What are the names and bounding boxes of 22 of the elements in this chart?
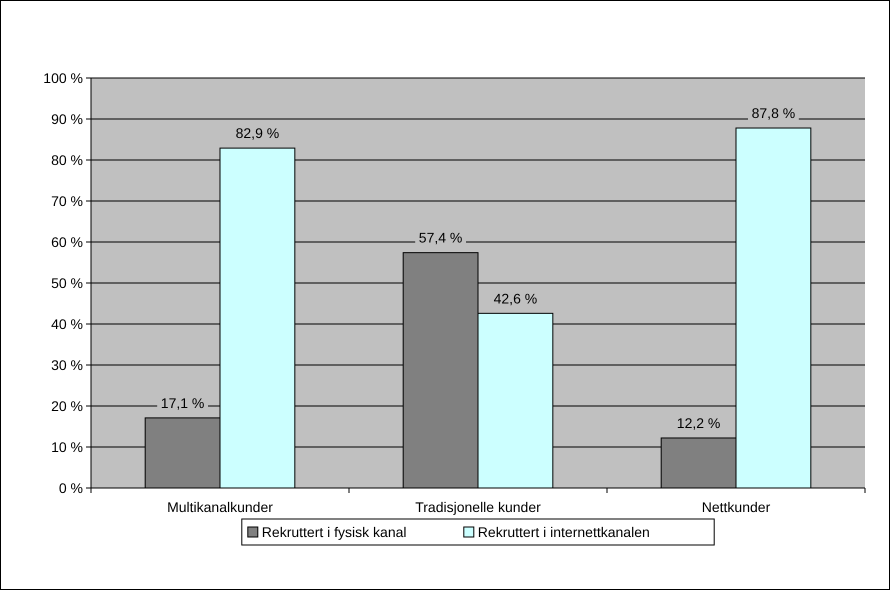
legend-label: Rekruttert i fysisk kanal (262, 524, 407, 540)
y-tick-label: 90 % (51, 110, 83, 127)
y-tick-label: 10 % (51, 438, 83, 455)
x-tick-label: Nettkunder (702, 499, 771, 515)
y-tick-label: 80 % (51, 152, 83, 168)
x-tick-label: Multikanalkunder (167, 499, 274, 515)
y-tick-label: 100 % (43, 70, 83, 86)
data-label: 12,2 % (676, 414, 720, 431)
y-tick-label: 50 % (51, 274, 83, 291)
data-label: 57,4 % (418, 230, 462, 246)
legend-label: Rekruttert i internettkanalen (478, 524, 650, 540)
data-label: 87,8 % (752, 105, 796, 122)
y-tick-label: 70 % (51, 192, 83, 209)
y-tick-label: 20 % (51, 398, 83, 414)
x-tick-label: Tradisjonelle kunder (415, 499, 542, 515)
data-label: 42,6 % (494, 290, 538, 306)
y-tick-label: 40 % (51, 316, 83, 332)
y-tick-label: 60 % (51, 234, 83, 250)
y-tick-label: 0 % (58, 480, 83, 496)
data-label: 82,9 % (236, 125, 280, 142)
y-tick-label: 30 % (51, 356, 83, 373)
data-label: 17,1 % (160, 394, 204, 411)
